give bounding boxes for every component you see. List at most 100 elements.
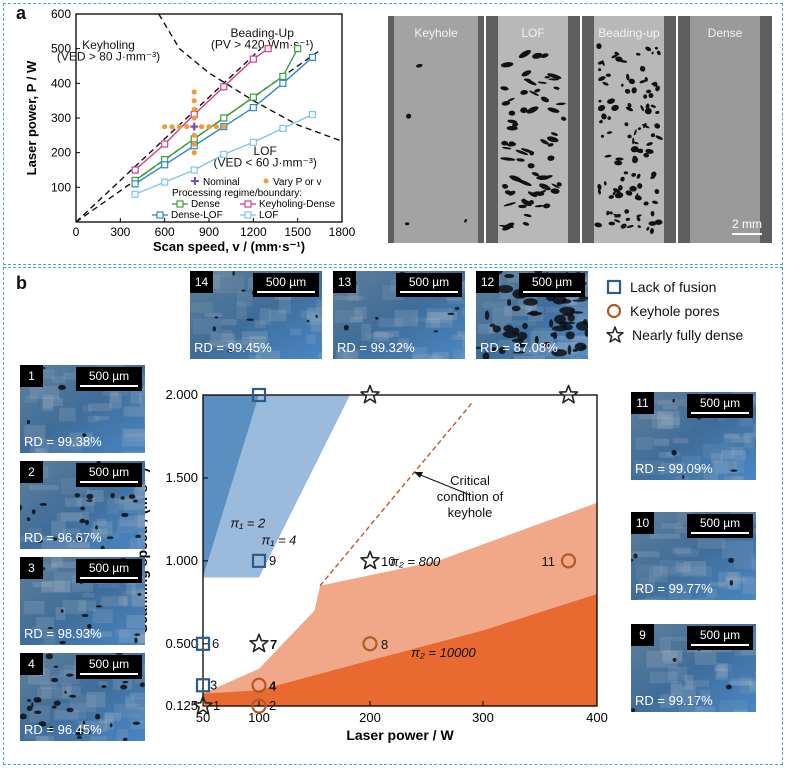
legend-label-lof: Lack of fusion [630, 279, 717, 295]
a-legend-square [244, 211, 252, 219]
micrograph-scalebar-bar [400, 291, 458, 293]
xray-scalebar-bar [732, 233, 762, 235]
micrograph-relative-density: RD = 96.67% [24, 530, 102, 545]
b-region-label: π₁ = 2 [230, 516, 266, 531]
a-series-point [220, 83, 228, 91]
panel-b-frame [3, 267, 783, 765]
b-point-label: 3 [210, 677, 217, 692]
a-annotation: (VED > 80 J·mm⁻³) [57, 49, 160, 63]
b-region-label: π₂ = 800 [390, 554, 441, 569]
a-xaxis-label: Scan speed, v / (mm·s⁻¹) [153, 239, 305, 254]
legend-label-keyhole: Keyhole pores [630, 303, 720, 319]
a-legend-label: Keyholing-Dense [259, 199, 336, 210]
panel-b-letter: b [14, 273, 29, 293]
micrograph-9: 9 500 µm RD = 99.17% [631, 624, 756, 712]
micrograph-number: 12 [476, 271, 499, 293]
a-series-point [249, 103, 257, 112]
b-ytick-label: 2.000 [165, 387, 198, 402]
xray-panel-lof: LOF [486, 16, 580, 243]
micrograph-1: 1 500 µm RD = 99.38% [20, 365, 145, 453]
b-point-dense [249, 633, 269, 653]
micrograph-scalebar: 500 µm [253, 273, 319, 297]
a-boundary-beading [158, 14, 342, 142]
b-critical-label: condition of [437, 489, 504, 504]
a-annotation: Keyholing [82, 38, 135, 52]
panel-a-letter: a [14, 3, 29, 23]
micrograph-number: 1 [20, 365, 43, 387]
a-xtick-label: 900 [199, 225, 219, 239]
b-critical-label: Critical [450, 473, 490, 488]
micrograph-scalebar: 500 µm [76, 655, 142, 679]
a-series-point [220, 150, 228, 158]
micrograph-4: 4 500 µm RD = 96.45% [20, 653, 145, 741]
b-critical-label: keyhole [448, 505, 493, 520]
a-series-point [131, 166, 139, 174]
micrograph-number: 10 [631, 512, 654, 534]
b-ytick-label: 0.125 [165, 698, 198, 713]
a-ytick-label: 300 [51, 111, 71, 125]
xray-panel-dense: Dense 2 mm [678, 16, 772, 243]
a-annotation: LOF [253, 144, 276, 158]
a-ytick-label: 500 [51, 42, 71, 56]
a-vary-point [169, 124, 175, 130]
b-point-label: 4 [269, 678, 277, 693]
a-boundary-ved80 [76, 48, 262, 222]
legend-item-lof: Lack of fusion [606, 275, 743, 299]
a-vary-point [221, 124, 227, 130]
a-vary-point [191, 132, 197, 138]
micrograph-number: 4 [20, 653, 43, 675]
a-series-point [308, 110, 317, 119]
micrograph-scalebar-label: 500 µm [531, 275, 573, 289]
legend-label-dense: Nearly fully dense [632, 327, 744, 343]
a-vary-point [191, 115, 197, 121]
b-region-label: π₁ = 4 [262, 532, 297, 547]
b-plot-frame [202, 394, 598, 707]
xray-texture [582, 16, 676, 243]
a-xtick-label: 1800 [329, 225, 356, 239]
b-point-lof [251, 387, 267, 403]
a-vary-point [191, 141, 197, 147]
micrograph-scalebar-label: 500 µm [88, 369, 130, 383]
b-point-label: 7 [270, 637, 277, 652]
b-ytick-label: 1.000 [165, 553, 198, 568]
micrograph-relative-density: RD = 99.32% [337, 340, 415, 355]
micrograph-11: 11 500 µm RD = 99.09% [631, 392, 756, 480]
a-legend-label: LOF [259, 210, 278, 221]
xray-scalebar: 2 mm [732, 217, 762, 235]
a-vary-point [191, 89, 197, 95]
micrograph-scalebar-bar [80, 673, 138, 675]
a-ytick-label: 200 [51, 146, 71, 160]
b-xtick-label: 100 [248, 710, 270, 725]
legend-item-dense: Nearly fully dense [606, 323, 743, 347]
a-series-point [294, 45, 302, 53]
micrograph-relative-density: RD = 99.77% [635, 581, 713, 596]
micrograph-number: 14 [190, 271, 213, 293]
b-ytick-label: 1.500 [165, 470, 198, 485]
a-ytick-label: 400 [51, 76, 71, 90]
xray-panel-label: LOF [521, 26, 545, 40]
micrograph-scalebar: 500 µm [396, 273, 462, 297]
b-point-label: 9 [269, 553, 276, 568]
micrograph-scalebar-bar [691, 532, 749, 534]
a-series-point [161, 140, 169, 148]
a-legend-square [244, 200, 252, 208]
micrograph-number: 9 [631, 624, 654, 646]
micrograph-relative-density: RD = 99.45% [194, 340, 272, 355]
b-point-keyhole [362, 636, 378, 652]
b-region-pi1-4 [203, 395, 350, 578]
a-series-point [264, 45, 272, 53]
a-annotation: (VED < 60 J·mm⁻³) [213, 155, 316, 169]
b-point-keyhole [251, 677, 267, 693]
a-xtick-label: 1500 [284, 225, 311, 239]
b-point-label: 2 [269, 698, 276, 713]
b-point-lof [195, 636, 211, 651]
micrograph-number: 2 [20, 461, 43, 483]
b-point-label: 8 [381, 637, 388, 652]
micrograph-scalebar-bar [257, 291, 315, 293]
micrograph-relative-density: RD = 99.09% [635, 461, 713, 476]
micrograph-scalebar-label: 500 µm [88, 657, 130, 671]
micrograph-scalebar-bar [80, 385, 138, 387]
micrograph-3: 3 500 µm RD = 98.93% [20, 557, 145, 645]
xray-panel-keyhole: Keyhole [388, 16, 484, 243]
